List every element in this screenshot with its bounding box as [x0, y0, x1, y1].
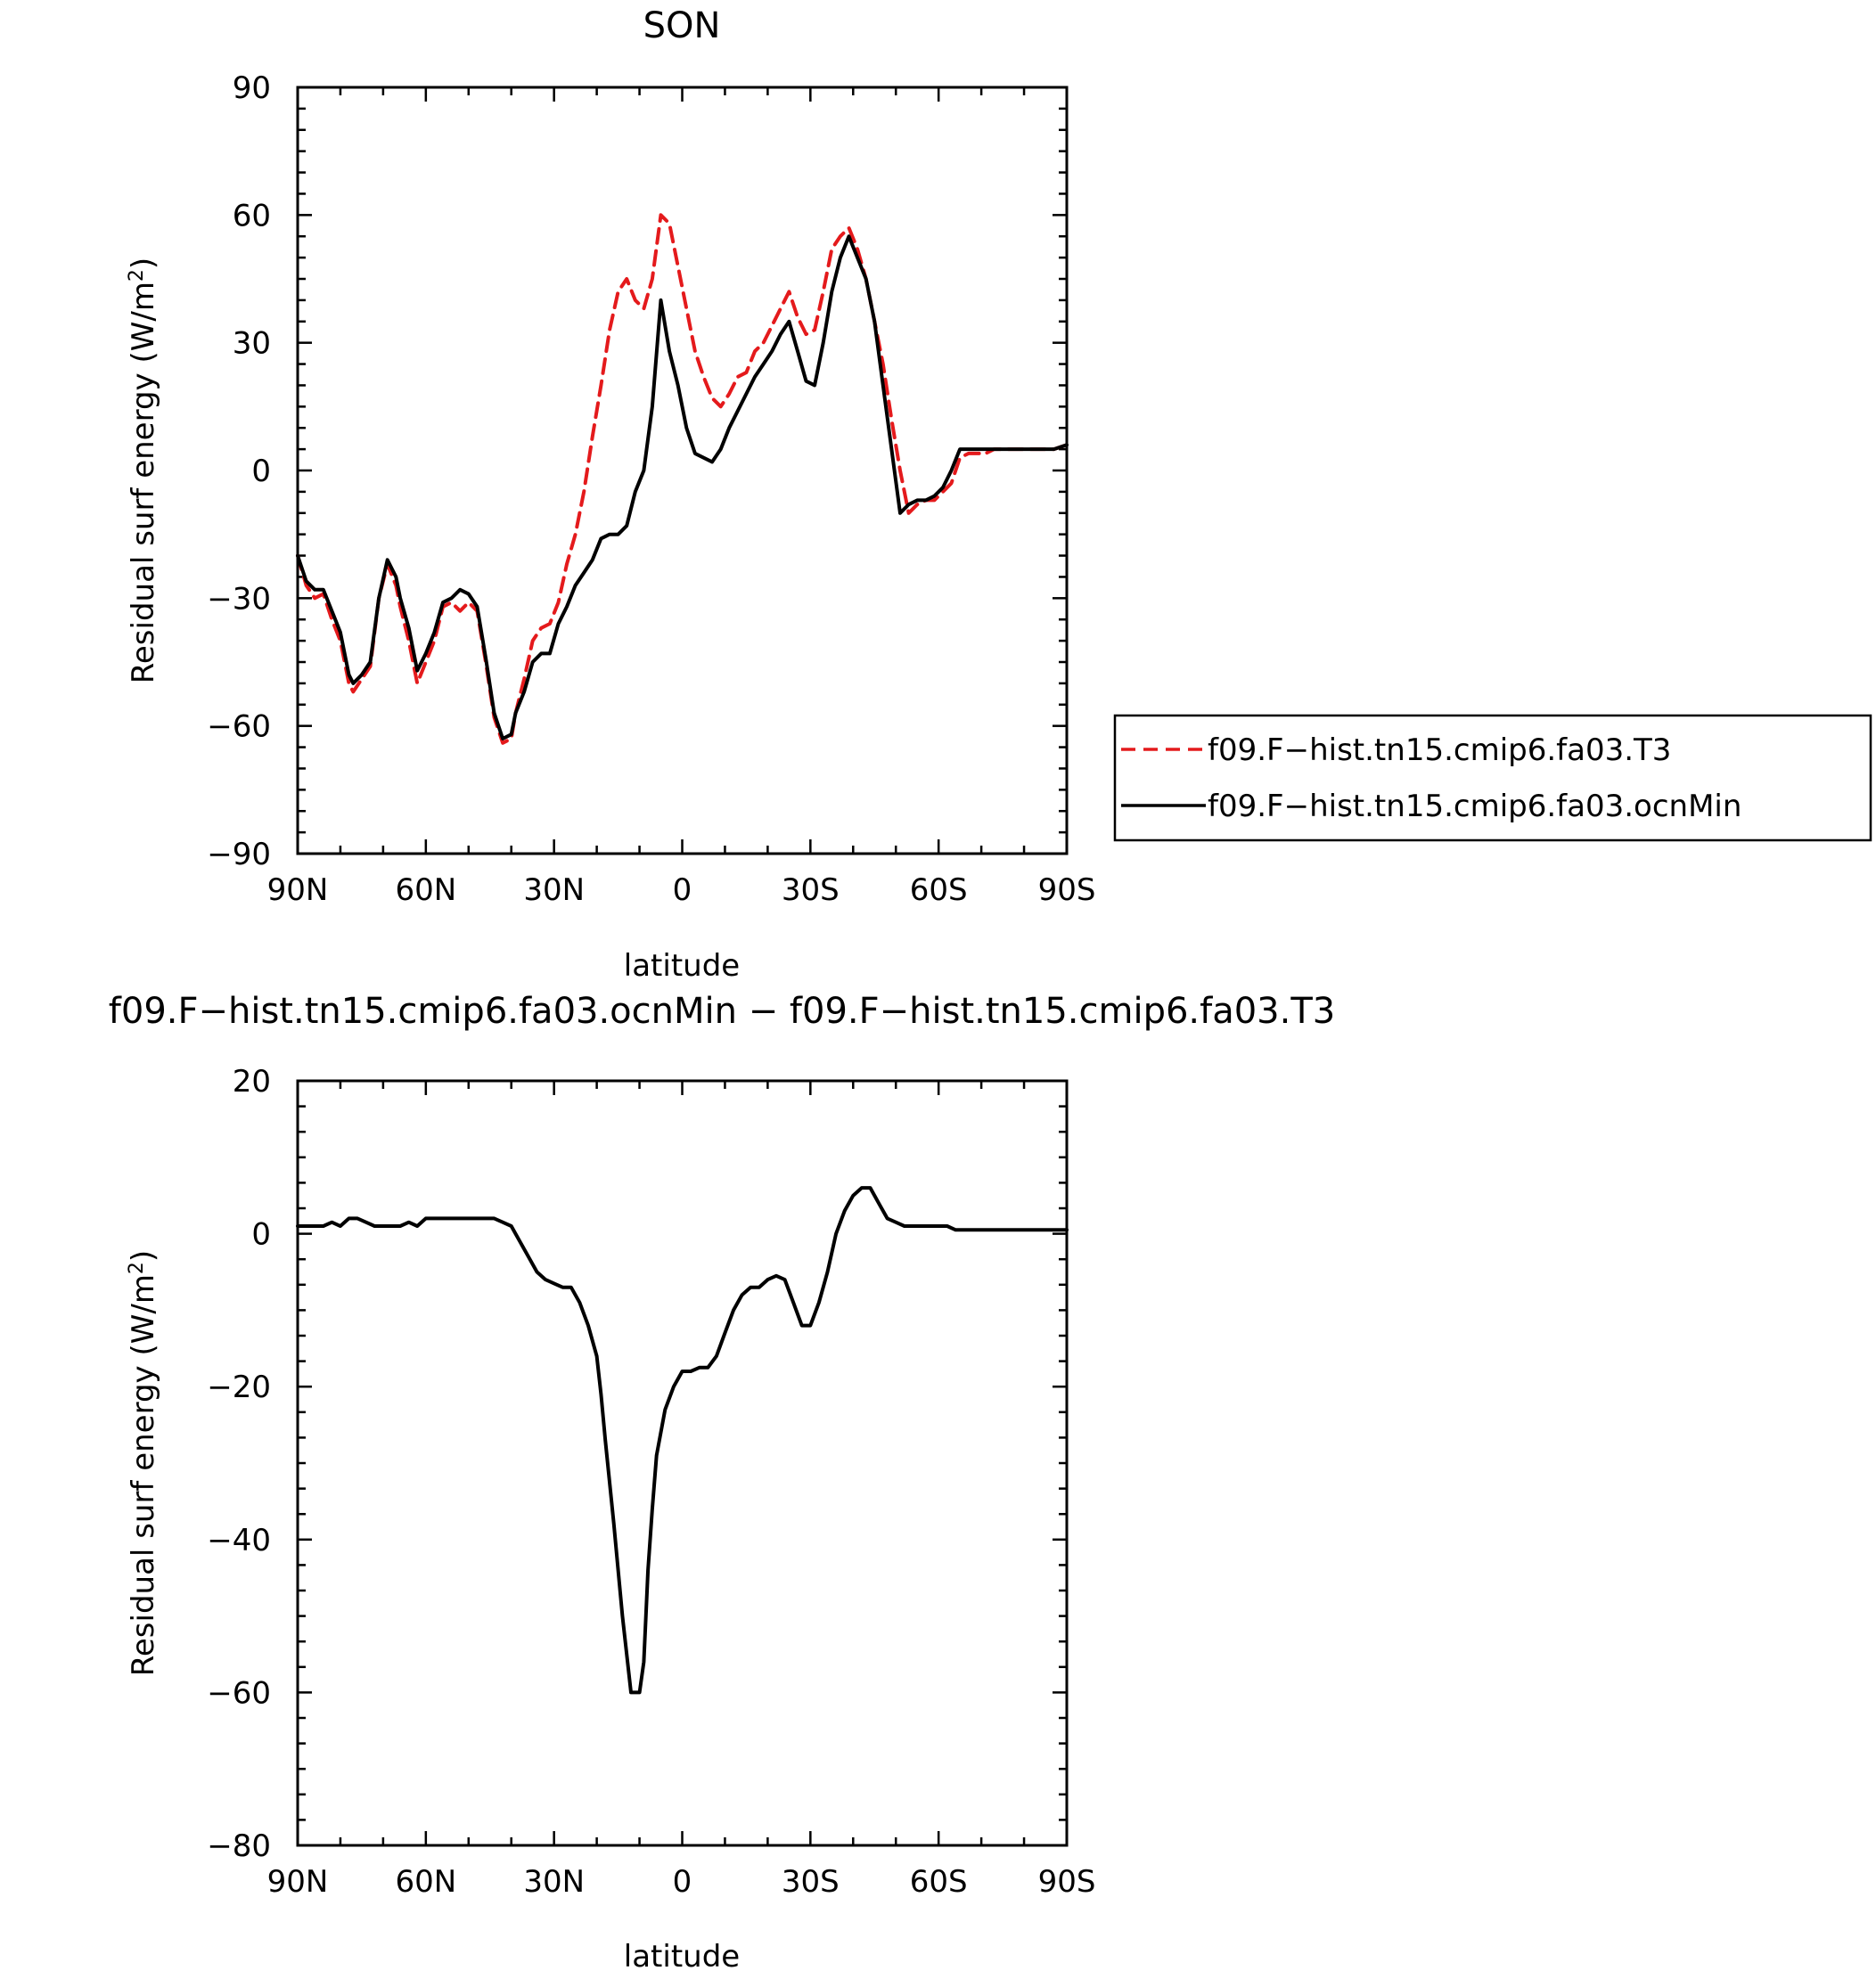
bottom-panel-frame: [296, 1079, 1069, 1847]
top-panel: SON 90N 60N 30N 0 30S 60S 90S−90−60−300306090 …: [126, 5, 1095, 984]
legend-label-ocnmin: f09.F−hist.tn15.cmip6.fa03.ocnMin: [1208, 789, 1741, 824]
y-tick-label: −60: [207, 1675, 271, 1711]
bottom-panel-series: [296, 1186, 1069, 1695]
x-tick-label: 60S: [910, 1864, 968, 1900]
x-tick-label: 0: [673, 872, 692, 908]
y-tick-label: −20: [207, 1370, 271, 1405]
top-panel-frame: [296, 86, 1069, 855]
bottom-panel-y-axis-label: Residual surf energy (W/m2): [126, 1250, 161, 1676]
bottom-panel-x-axis-label: latitude: [624, 1939, 740, 1971]
bottom-panel-title: f09.F−hist.tn15.cmip6.fa03.ocnMin − f09.…: [109, 991, 1335, 1032]
series-line-0-1: [296, 234, 1069, 740]
bottom-panel-ticks: [296, 1079, 1069, 1847]
x-tick-label: 60N: [395, 872, 456, 908]
y-tick-label: 0: [251, 1217, 271, 1253]
top-panel-y-axis-label: Residual surf energy (W/m2): [126, 258, 161, 683]
y-tick-label: −80: [207, 1828, 271, 1864]
x-tick-label: 30N: [523, 1864, 585, 1900]
y-tick-label: −30: [207, 581, 271, 617]
x-tick-label: 30N: [523, 872, 585, 908]
y-tick-label: −90: [207, 837, 271, 872]
bottom-panel-tick-labels: 90N 60N 30N 0 30S 60S 90S −80 −60 −40 −20 0 20: [207, 1064, 1095, 1900]
top-panel-series: [296, 213, 1069, 745]
x-tick-label: 30S: [782, 1864, 840, 1900]
y-tick-label: 0: [251, 454, 271, 489]
legend: f09.F−hist.tn15.cmip6.fa03.T3 f09.F−hist…: [1113, 714, 1872, 842]
y-tick-label: 90: [233, 70, 271, 106]
x-tick-label: 30S: [782, 872, 840, 908]
top-panel-title: SON: [643, 5, 721, 46]
x-tick-label: 60N: [395, 1864, 456, 1900]
legend-label-t3: f09.F−hist.tn15.cmip6.fa03.T3: [1208, 732, 1671, 768]
x-tick-label: 60S: [910, 872, 968, 908]
top-panel-x-axis-label: latitude: [624, 948, 740, 984]
legend-box: [1113, 714, 1872, 842]
x-tick-label: 90S: [1038, 1864, 1096, 1900]
x-tick-label: 90N: [267, 872, 329, 908]
y-tick-label: 30: [233, 326, 271, 362]
series-line-0-0: [296, 213, 1069, 745]
x-tick-label: 0: [673, 1864, 692, 1900]
y-tick-label: −60: [207, 709, 271, 745]
top-panel-tick-labels: 90N 60N 30N 0 30S 60S 90S −90 −60 −30 0 30 60 90: [207, 70, 1095, 908]
bottom-panel: f09.F−hist.tn15.cmip6.fa03.ocnMin − f09.…: [109, 991, 1335, 1971]
y-tick-label: 20: [233, 1064, 271, 1100]
y-tick-label: −40: [207, 1523, 271, 1558]
x-tick-label: 90N: [267, 1864, 329, 1900]
x-tick-label: 90S: [1038, 872, 1096, 908]
y-tick-label: 60: [233, 198, 271, 233]
series-line-1-0: [296, 1186, 1069, 1695]
